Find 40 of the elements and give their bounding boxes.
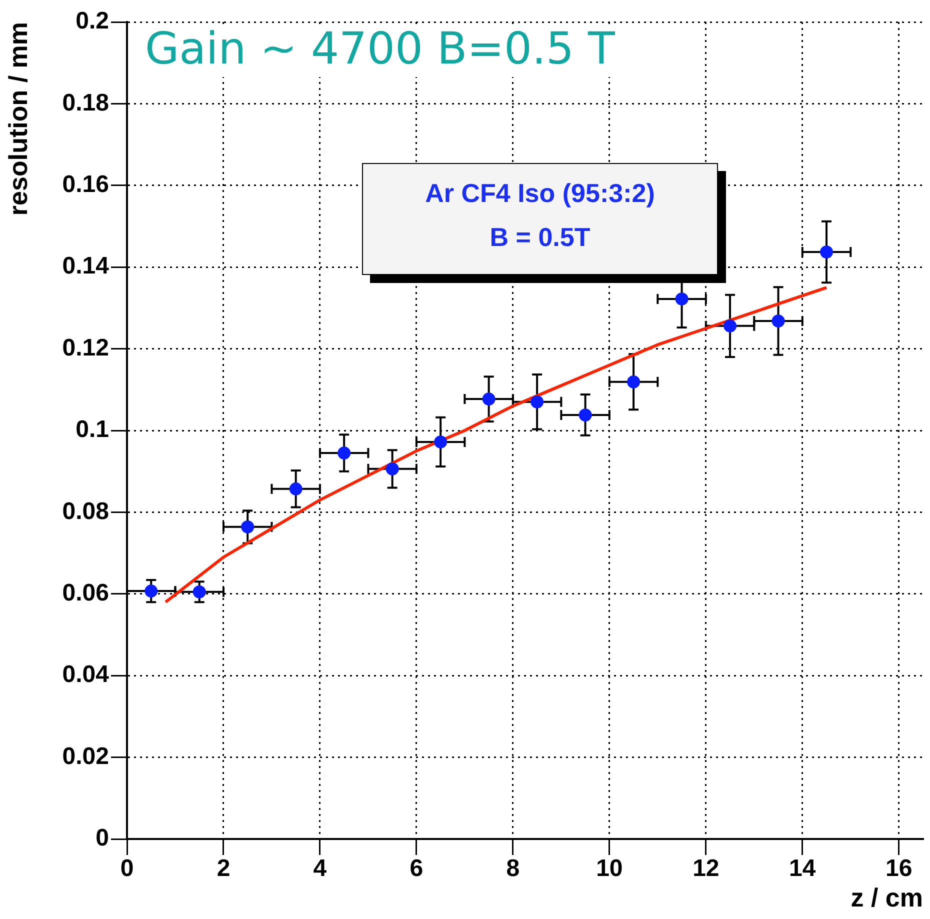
y-tick-label: 0.08 — [62, 498, 109, 525]
x-tick-label: 12 — [692, 855, 720, 882]
annotation: Gain ~ 4700 B=0.5 T — [145, 23, 615, 74]
x-tick-label: 8 — [506, 855, 520, 882]
x-tick-label: 2 — [216, 855, 230, 882]
point — [724, 319, 737, 332]
point — [434, 435, 448, 448]
annotation: Ar CF4 Iso (95:3:2) — [424, 178, 656, 208]
x-tick-label: 14 — [789, 855, 816, 882]
point — [386, 462, 399, 476]
y-tick-label: 0.04 — [62, 661, 110, 688]
y-tick-label: 0.18 — [62, 89, 109, 116]
x-tick-label: 4 — [313, 855, 328, 882]
x-tick-label: 6 — [410, 855, 424, 882]
point — [530, 395, 544, 408]
point — [144, 584, 158, 598]
y-tick-label: 0.14 — [62, 252, 110, 280]
y-tick-label: 0.16 — [62, 171, 109, 198]
y-tick-label: 0.2 — [76, 8, 109, 35]
y-axis-title: resolution / mm — [2, 22, 33, 216]
point — [772, 314, 785, 328]
y-tick-label: 0.1 — [76, 416, 109, 444]
point — [192, 585, 206, 598]
y-tick-label: 0.06 — [62, 580, 109, 607]
y-tick-label: 0 — [96, 824, 109, 852]
point — [627, 375, 640, 388]
point — [820, 245, 834, 258]
point — [289, 482, 302, 496]
point — [675, 292, 688, 306]
point — [578, 408, 592, 422]
annotation: B = 0.5T — [488, 222, 592, 252]
y-tick-label: 0.12 — [62, 334, 109, 362]
x-tick-label: 16 — [886, 855, 912, 882]
point — [482, 392, 496, 406]
x-tick-label: 0 — [120, 855, 134, 882]
x-tick-label: 10 — [596, 855, 623, 882]
x-axis-title: z / cm — [850, 882, 923, 913]
y-tick-label: 0.02 — [62, 742, 109, 770]
point — [241, 520, 254, 534]
point — [338, 446, 351, 460]
